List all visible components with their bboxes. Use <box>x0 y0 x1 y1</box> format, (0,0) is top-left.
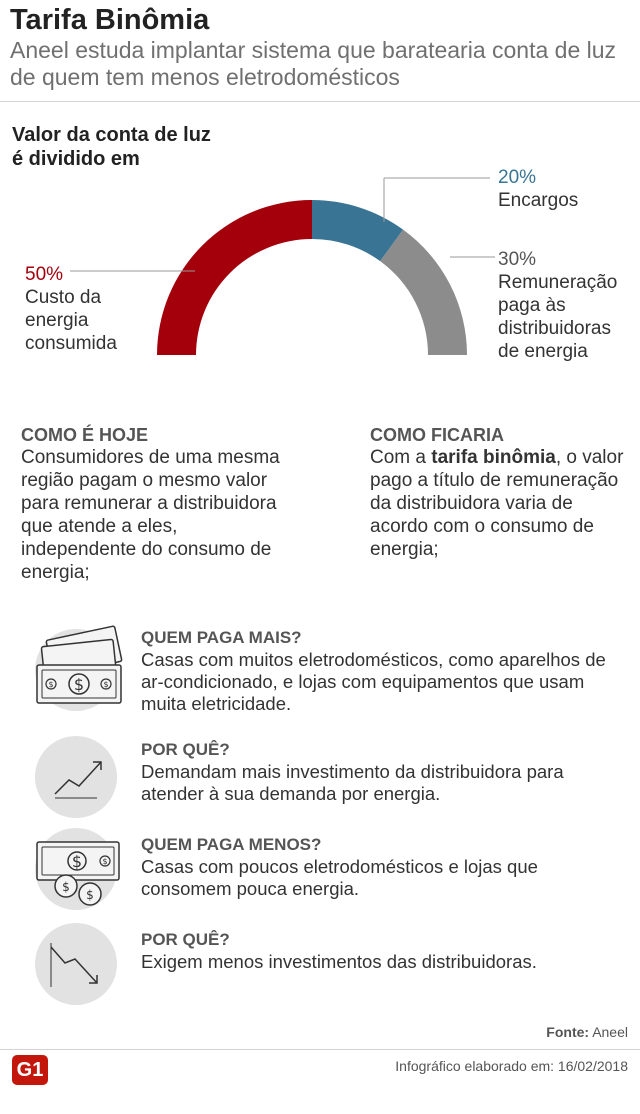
svg-text:$: $ <box>103 680 108 689</box>
row-heading-1: QUEM PAGA MAIS? <box>141 628 302 647</box>
label-remun-line3: distribuidoras <box>498 318 611 339</box>
chart-title: Valor da conta de luz é dividido em <box>12 124 211 170</box>
row-body-2: Demandam mais investimento da distribuid… <box>141 761 564 804</box>
page-title: Tarifa Binômia <box>10 4 210 36</box>
footer-note: Infográfico elaborado em: 16/02/2018 <box>395 1058 628 1074</box>
footer-divider <box>0 1049 640 1050</box>
svg-text:$: $ <box>62 880 70 894</box>
label-consumo-line1: Custo da <box>25 287 102 308</box>
source-label: Fonte: <box>546 1024 590 1040</box>
row-heading-4: POR QUÊ? <box>141 930 230 949</box>
svg-text:$: $ <box>72 852 82 871</box>
future-body: Com a tarifa binômia, o valor pago a tít… <box>370 446 630 561</box>
today-title: COMO É HOJE <box>21 425 149 445</box>
row-body-3: Casas com poucos eletrodomésticos e loja… <box>141 856 538 899</box>
svg-text:$: $ <box>102 857 107 866</box>
row-heading-2: POR QUÊ? <box>141 740 230 759</box>
donut-slice-3 <box>380 229 467 355</box>
row-body-1: Casas com muitos eletrodomésticos, como … <box>141 649 606 714</box>
svg-text:$: $ <box>74 675 84 694</box>
label-consumo-line3: consumida <box>25 333 117 354</box>
label-consumo: 50% Custo da energia consumida <box>25 263 117 355</box>
money-coins-icon: $ $ $ $ <box>35 828 120 910</box>
row-text-4: POR QUÊ? Exigem menos investimentos das … <box>141 929 631 973</box>
future-column: COMO FICARIA Com a tarifa binômia, o val… <box>370 424 630 561</box>
label-consumo-pct: 50% <box>25 264 64 285</box>
label-remun: 30% Remuneração paga às distribuidoras d… <box>498 248 617 363</box>
label-remun-pct: 30% <box>498 249 537 270</box>
label-remun-line4: de energia <box>498 341 588 362</box>
label-encargos-text: Encargos <box>498 190 579 211</box>
label-remun-line2: paga às <box>498 295 566 316</box>
row-text-3: QUEM PAGA MENOS? Casas com poucos eletro… <box>141 834 631 900</box>
source-value: Aneel <box>592 1024 628 1040</box>
row-text-2: POR QUÊ? Demandam mais investimento da d… <box>141 739 631 805</box>
label-remun-line1: Remuneração <box>498 272 618 293</box>
today-column: COMO É HOJE Consumidores de uma mesma re… <box>21 424 291 584</box>
trend-up-icon <box>35 736 117 818</box>
g1-logo: G1 <box>12 1055 48 1085</box>
label-consumo-line2: energia <box>25 310 89 331</box>
svg-text:$: $ <box>86 888 94 902</box>
trend-down-icon <box>35 923 117 1005</box>
label-encargos: 20% Encargos <box>498 166 578 212</box>
future-title: COMO FICARIA <box>370 425 504 445</box>
row-heading-3: QUEM PAGA MENOS? <box>141 835 322 854</box>
page-subtitle: Aneel estuda implantar sistema que barat… <box>10 37 617 90</box>
future-body-pre: Com a <box>370 447 432 468</box>
today-body: Consumidores de uma mesma região pagam o… <box>21 447 280 583</box>
row-text-1: QUEM PAGA MAIS? Casas com muitos eletrod… <box>141 627 631 715</box>
donut-chart <box>70 177 495 355</box>
donut-slice-2 <box>312 200 404 262</box>
future-body-post: , o valor pago a título de remuneração d… <box>370 447 624 560</box>
money-bills-icon: $ $ $ <box>35 625 123 711</box>
donut-slice-1 <box>157 200 312 355</box>
header-divider <box>0 101 640 102</box>
label-encargos-pct: 20% <box>498 167 537 188</box>
future-body-bold: tarifa binômia <box>431 447 556 468</box>
row-body-4: Exigem menos investimentos das distribui… <box>141 951 537 972</box>
svg-text:$: $ <box>48 680 53 689</box>
source: Fonte: Aneel <box>546 1024 628 1040</box>
